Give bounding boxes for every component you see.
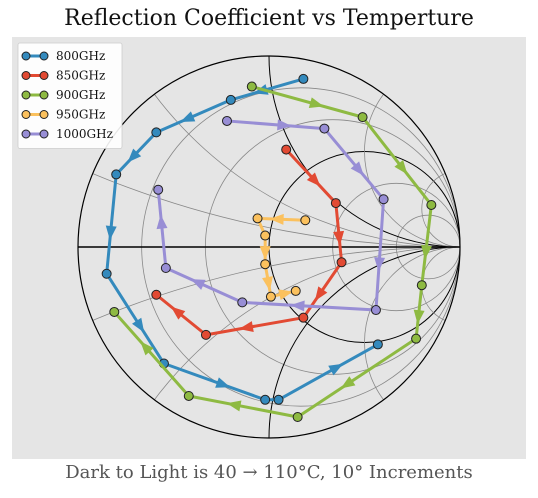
legend-marker [40,52,48,60]
data-point [222,116,231,125]
data-point [412,334,421,343]
data-point [112,170,121,179]
data-point [427,200,436,209]
data-point [261,395,270,404]
legend-label: 800GHz [56,49,105,63]
data-point [110,307,119,316]
legend: 800GHz 850GHz 900GHz 950GHz 1000GHz [18,43,122,149]
data-point [261,260,270,269]
data-point [373,340,382,349]
legend-marker [22,130,30,138]
x-axis-label: Dark to Light is 40 → 110°C, 10° Increme… [0,462,538,483]
data-point [379,195,388,204]
data-point [358,113,367,122]
legend-marker [22,72,30,80]
data-point [226,95,235,104]
legend-marker [40,111,48,119]
legend-marker [40,72,48,80]
legend-marker [22,111,30,119]
legend-marker [22,52,30,60]
data-point [320,124,329,133]
data-point [184,391,193,400]
data-point [253,214,262,223]
legend-marker [22,91,30,99]
data-point [299,313,308,322]
data-point [417,281,426,290]
data-point [291,286,300,295]
data-point [299,74,308,83]
data-point [201,330,210,339]
data-point [301,216,310,225]
data-point [261,231,270,240]
data-point [161,264,170,273]
data-point [152,290,161,299]
data-point [274,395,283,404]
legend-label: 1000GHz [56,127,113,141]
data-point [238,298,247,307]
legend-marker [40,91,48,99]
legend-label: 850GHz [56,69,105,83]
legend-label: 950GHz [56,108,105,122]
data-point [266,292,275,301]
data-point [371,306,380,315]
legend-label: 900GHz [56,88,105,102]
legend-marker [40,130,48,138]
data-point [247,82,256,91]
data-point [337,258,346,267]
data-point [331,199,340,208]
data-point [282,145,291,154]
data-point [154,185,163,194]
data-point [152,128,161,137]
data-point [102,269,111,278]
data-point [293,412,302,421]
